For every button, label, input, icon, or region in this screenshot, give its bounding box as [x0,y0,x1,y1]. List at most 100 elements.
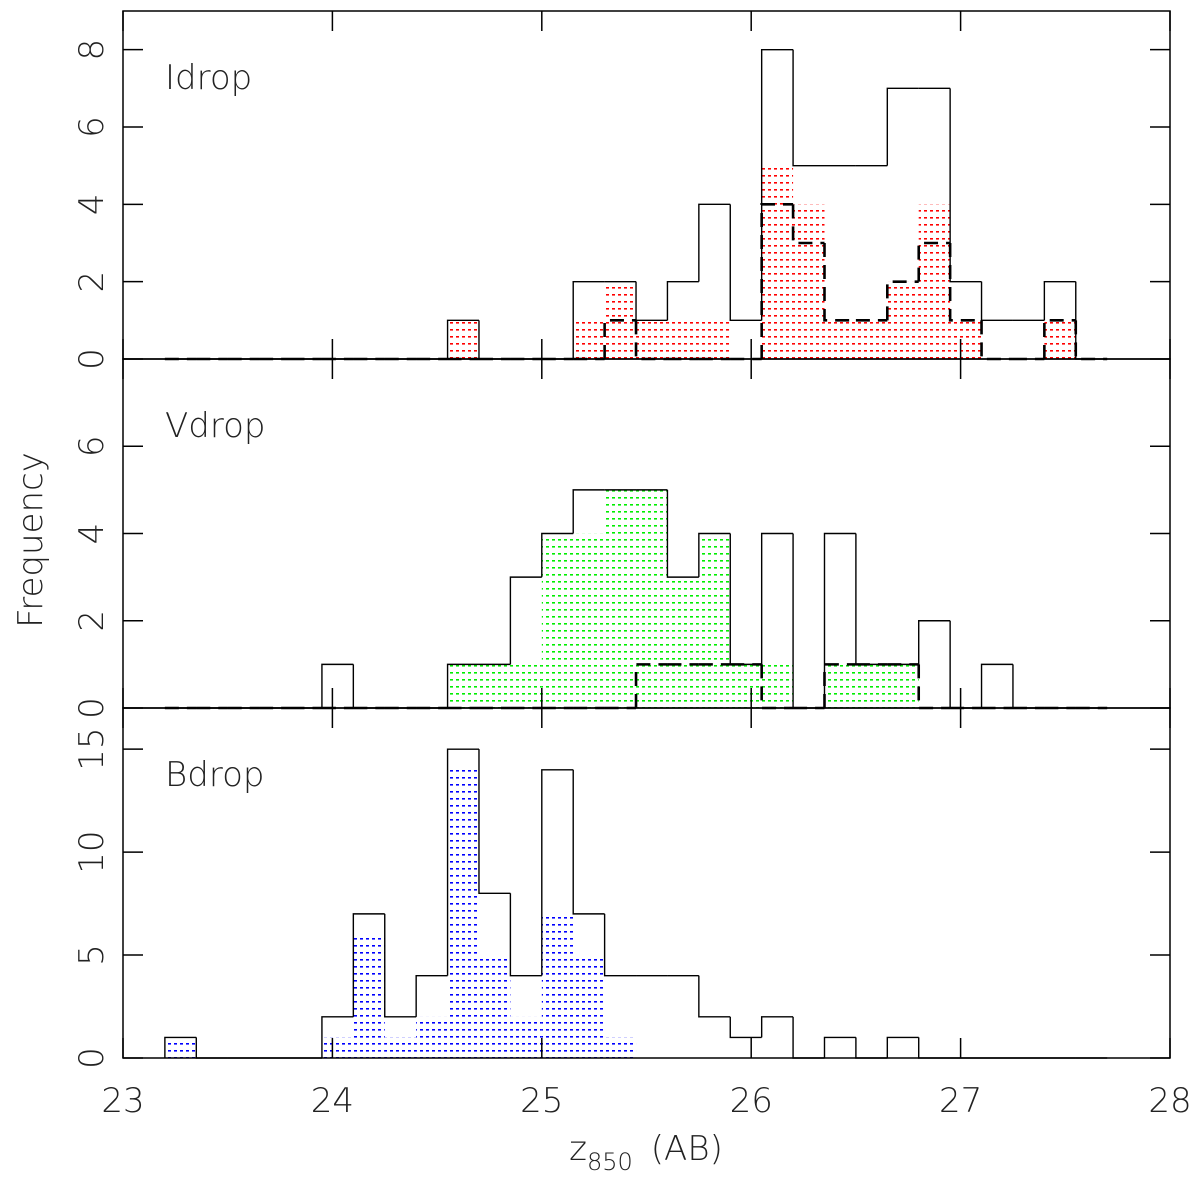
histogram-step [948,243,982,322]
histogram-bar [478,664,511,708]
histogram-step [698,532,731,578]
histogram-step [478,749,511,894]
histogram-bar [384,1037,417,1058]
histogram-bar [824,664,856,708]
histogram-step [729,204,762,322]
histogram-step [729,533,762,666]
histogram-step [446,663,479,708]
histogram-step [980,663,1013,708]
histogram-bar [541,533,574,708]
y-tick-label: 2 [72,610,112,632]
histogram-bar [918,204,951,359]
histogram-bar [698,320,731,359]
histogram-step [509,576,542,665]
histogram-step [823,243,856,322]
histogram-step [1074,320,1108,361]
histogram-bar [164,1037,197,1058]
histogram-bar [667,320,699,359]
histogram-step [729,1016,762,1039]
plot-frame [122,10,1171,360]
y-tick-label: 6 [72,435,112,457]
histogram-bar [321,1037,354,1058]
histogram-bar [761,165,794,359]
histogram-bar [573,955,605,1058]
histogram-step [541,769,574,976]
histogram-step [886,1036,919,1058]
plot-frame [122,707,1171,1059]
y-tick-label: 0 [72,1047,112,1069]
histogram-bar [573,320,605,359]
histogram-bar [510,664,542,708]
histogram-bar [793,204,825,359]
histogram-step [855,533,888,666]
histogram-bar [353,934,385,1058]
x-axis-label-text: z [569,1129,587,1169]
histogram-bar [730,664,762,708]
y-tick-label: 4 [72,523,112,545]
x-axis-label: z850 (AB) [569,1129,723,1176]
histogram-bar [447,664,479,708]
x-axis-label-suffix: (AB) [651,1129,723,1169]
histogram-step [760,532,794,665]
histogram-step [478,320,511,360]
histogram-bar [573,533,605,708]
histogram-step [195,1037,228,1059]
y-tick-label: 5 [72,944,112,966]
y-tick-label: 8 [72,39,112,61]
histogram-bar [510,1016,542,1058]
y-tick-label: 10 [72,830,112,873]
panel-label: Idrop [165,58,252,98]
x-axis-label-subscript: 850 [587,1148,633,1176]
histogram-bar [447,769,479,1058]
histogram-step [603,319,637,359]
histogram-bar [887,281,919,359]
y-tick-label: 4 [72,194,112,216]
histogram-step [603,913,637,977]
histogram-step [949,88,982,283]
histogram-step [792,49,825,167]
histogram-step [666,280,699,321]
histogram-bar [447,320,479,359]
histogram-bar [855,320,888,359]
histogram-step [572,489,605,534]
y-tick-label: 0 [72,697,112,719]
histogram-bar [950,320,982,359]
histogram-step [509,893,542,977]
histogram-step [792,1016,825,1059]
panel-label: Vdrop [165,406,265,446]
histogram-step [321,663,354,708]
histogram-step [1043,319,1076,359]
histogram-step [917,664,951,710]
x-tick-label: 26 [730,1081,773,1121]
histogram-step [352,913,385,1017]
histogram-step [666,489,699,578]
histogram-step [352,664,385,709]
histogram-step [415,974,448,1017]
x-tick-label: 27 [939,1081,982,1121]
x-tick-label: 24 [311,1081,354,1121]
panel-label: Bdrop [165,755,264,795]
histogram-step [760,48,794,321]
histogram-step [634,320,668,361]
y-axis-label: Frequency [11,452,51,628]
histogram-step [886,87,919,166]
histogram-step [541,532,574,578]
histogram-step [760,1016,794,1038]
histogram-step [572,769,605,915]
histogram-step [917,241,951,282]
x-tick-label: 25 [520,1081,563,1121]
histogram-bar [416,1016,448,1058]
histogram-step [855,1037,888,1059]
histogram-step [760,203,794,359]
histogram-step [698,203,731,282]
x-tick-label: 28 [1148,1081,1191,1121]
histogram-step [1012,664,1045,709]
histogram-bar [478,955,511,1058]
histogram-step [572,280,605,359]
histogram-bar [855,664,888,708]
y-tick-label: 2 [72,271,112,293]
histogram-step [446,748,479,976]
histogram-bar [1044,320,1076,359]
